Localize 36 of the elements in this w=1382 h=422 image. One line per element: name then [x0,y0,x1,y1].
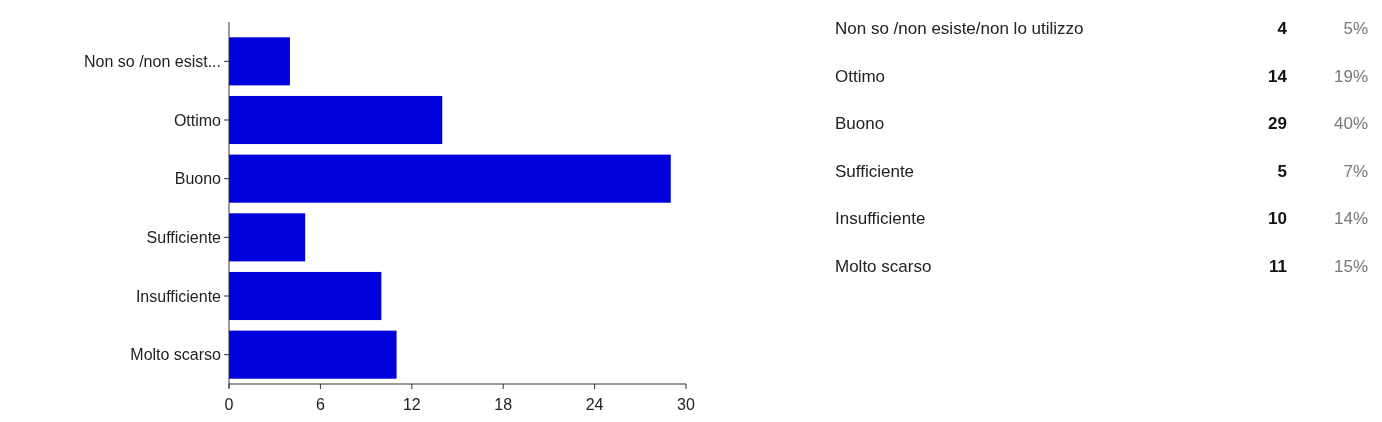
bar [229,37,290,86]
x-tick-label: 12 [402,396,421,413]
y-tick-label: Ottimo [173,111,222,129]
text: 14% [1333,209,1368,229]
bar [229,330,397,379]
bar [229,154,671,203]
x-tick-label: 18 [494,396,513,413]
y-tick-label: Molto scarso [130,346,222,364]
x-tick-label: 24 [585,396,604,413]
y-tick-label: Non so /non esist... [84,52,221,70]
category-label: Molto scarso [835,256,932,276]
text: 5% [1343,18,1368,38]
x-tick-label: 0 [224,396,234,413]
category-label: Non so /non esiste/non lo utilizzo [835,18,1084,38]
bar [229,213,306,262]
data-label: 29 [1268,114,1287,134]
category-label: Sufficiente [835,161,915,181]
y-tick-label: Sufficiente [146,228,222,246]
x-tick-label: 30 [677,396,695,413]
data-label: 10 [1268,209,1287,229]
text: 15% [1333,256,1368,276]
data-label: 5 [1277,161,1287,181]
data-label: 4 [1277,18,1288,38]
bar [229,95,443,145]
bar [229,271,382,321]
text: 19% [1333,66,1368,86]
category-label: Buono [835,114,885,134]
y-tick-label: Buono [174,170,222,188]
y-tick-label: Insufficiente [135,287,222,305]
data-label: 14 [1268,66,1288,86]
text: 7% [1343,161,1368,181]
category-label: Insufficiente [835,209,926,229]
data-label: 11 [1269,256,1287,276]
x-tick-label: 6 [315,396,325,413]
category-label: Ottimo [835,66,886,86]
text: 40% [1333,114,1368,134]
